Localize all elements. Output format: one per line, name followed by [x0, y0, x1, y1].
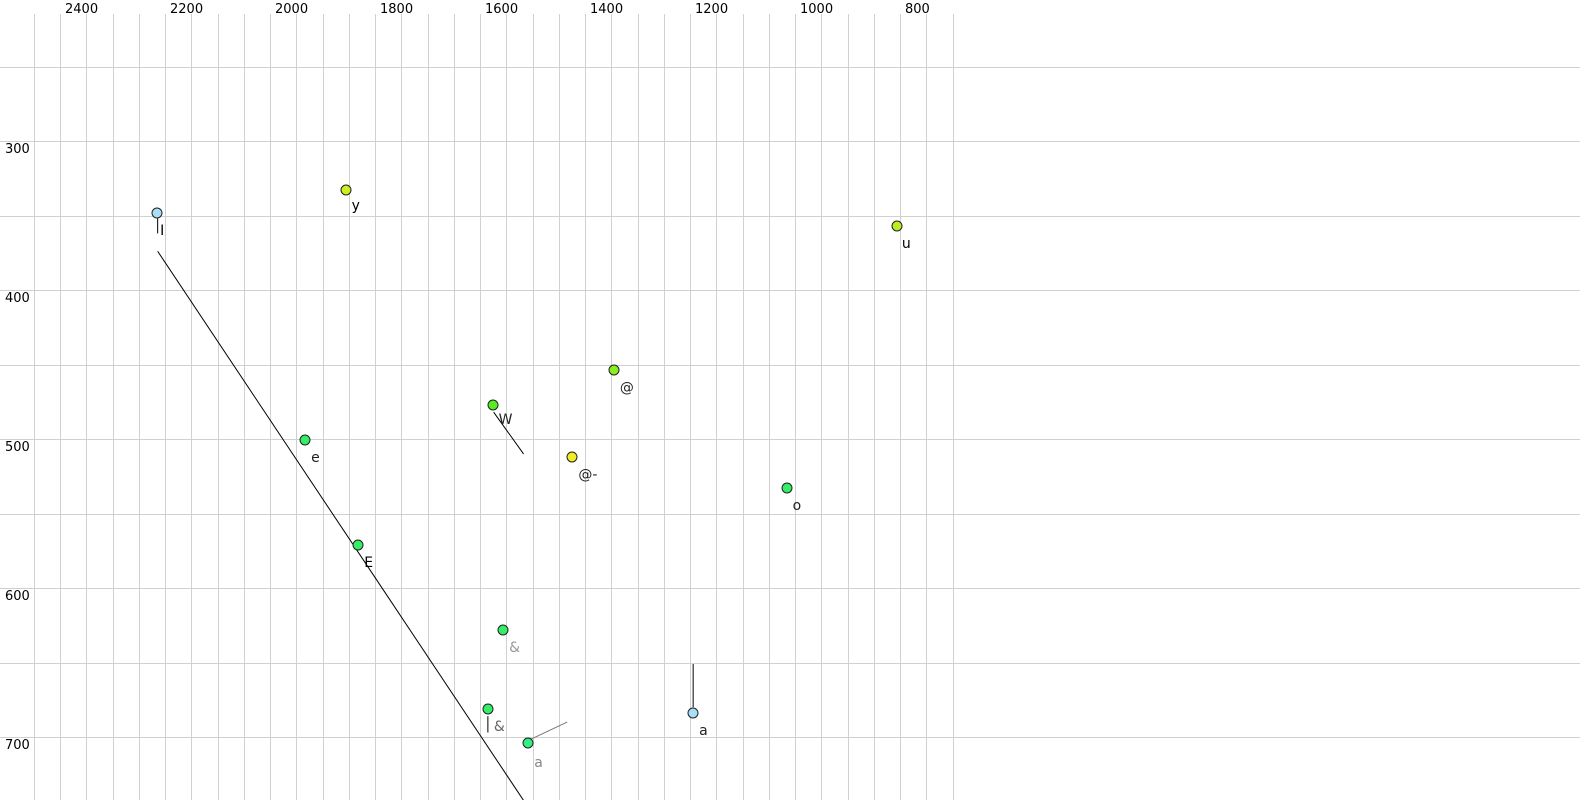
- x-tick-label: 1000: [800, 2, 834, 17]
- grid-line-vertical: [113, 14, 114, 800]
- x-tick-label: 1200: [695, 2, 729, 17]
- grid-line-vertical: [716, 14, 717, 800]
- data-point[interactable]: [487, 399, 499, 411]
- grid-line-vertical: [769, 14, 770, 800]
- grid-line-horizontal: [0, 141, 1580, 142]
- grid-line-horizontal: [0, 67, 1580, 68]
- data-point-label: u: [901, 235, 911, 252]
- grid-line-vertical: [375, 14, 376, 800]
- data-point-label: &: [493, 718, 505, 735]
- data-point[interactable]: [891, 220, 903, 232]
- grid-line-vertical: [848, 14, 849, 800]
- x-tick-label: 2400: [65, 2, 99, 17]
- grid-line-vertical: [585, 14, 586, 800]
- data-point[interactable]: [522, 737, 534, 749]
- grid-line-vertical: [821, 14, 822, 800]
- data-point-label: @: [619, 380, 634, 397]
- x-tick-label: 800: [905, 2, 930, 17]
- data-point[interactable]: [340, 184, 352, 196]
- trend-line: [157, 250, 524, 800]
- grid-line-vertical: [480, 14, 481, 800]
- data-point[interactable]: [299, 434, 311, 446]
- grid-line-horizontal: [0, 216, 1580, 217]
- grid-line-vertical: [533, 14, 534, 800]
- data-point-label: I: [160, 222, 165, 239]
- data-point[interactable]: [352, 539, 364, 551]
- grid-line-vertical: [795, 14, 796, 800]
- grid-line-horizontal: [0, 514, 1580, 515]
- grid-line-vertical: [953, 14, 954, 800]
- data-point[interactable]: [781, 482, 793, 494]
- data-point[interactable]: [497, 624, 509, 636]
- y-tick-label: 500: [5, 440, 30, 455]
- grid-line-vertical: [638, 14, 639, 800]
- y-tick-label: 400: [5, 291, 30, 306]
- grid-line-vertical: [900, 14, 901, 800]
- grid-line-vertical: [664, 14, 665, 800]
- data-point-label: o: [792, 498, 802, 515]
- data-point[interactable]: [608, 364, 620, 376]
- grid-line-vertical: [454, 14, 455, 800]
- grid-line-vertical: [349, 14, 350, 800]
- data-point[interactable]: [151, 207, 163, 219]
- grid-line-vertical: [270, 14, 271, 800]
- data-point[interactable]: [687, 707, 699, 719]
- grid-line-vertical: [874, 14, 875, 800]
- data-point-label: @-: [578, 466, 598, 483]
- data-point-label: e: [311, 450, 320, 467]
- y-tick-label: 300: [5, 142, 30, 157]
- grid-line-vertical: [428, 14, 429, 800]
- data-point[interactable]: [566, 451, 578, 463]
- x-tick-label: 1400: [590, 2, 624, 17]
- grid-line-vertical: [743, 14, 744, 800]
- data-point-label: a: [534, 754, 543, 771]
- data-point-label: a: [699, 723, 708, 740]
- grid-line-vertical: [559, 14, 560, 800]
- grid-line-vertical: [506, 14, 507, 800]
- x-tick-label: 1600: [485, 2, 519, 17]
- x-tick-label: 2200: [170, 2, 204, 17]
- data-point-label: y: [351, 198, 360, 215]
- y-tick-label: 600: [5, 589, 30, 604]
- grid-line-vertical: [926, 14, 927, 800]
- data-point-label: W: [498, 411, 513, 428]
- grid-line-horizontal: [0, 365, 1580, 366]
- grid-line-vertical: [60, 14, 61, 800]
- data-point[interactable]: [482, 703, 494, 715]
- grid-line-horizontal: [0, 737, 1580, 738]
- grid-line-vertical: [165, 14, 166, 800]
- grid-line-horizontal: [0, 290, 1580, 291]
- grid-line-vertical: [401, 14, 402, 800]
- grid-line-vertical: [86, 14, 87, 800]
- grid-line-horizontal: [0, 439, 1580, 440]
- x-tick-label: 1800: [380, 2, 414, 17]
- grid-line-vertical: [139, 14, 140, 800]
- grid-line-horizontal: [0, 588, 1580, 589]
- grid-line-vertical: [323, 14, 324, 800]
- data-point-label: E: [364, 554, 374, 571]
- data-point-label: &: [509, 639, 521, 656]
- grid-line-vertical: [611, 14, 612, 800]
- grid-line-vertical: [690, 14, 691, 800]
- x-tick-label: 2000: [275, 2, 309, 17]
- grid-line-horizontal: [0, 663, 1580, 664]
- grid-line-vertical: [34, 14, 35, 800]
- grid-line-vertical: [244, 14, 245, 800]
- grid-line-vertical: [218, 14, 219, 800]
- y-tick-label: 700: [5, 738, 30, 753]
- grid-line-vertical: [191, 14, 192, 800]
- grid-line-vertical: [296, 14, 297, 800]
